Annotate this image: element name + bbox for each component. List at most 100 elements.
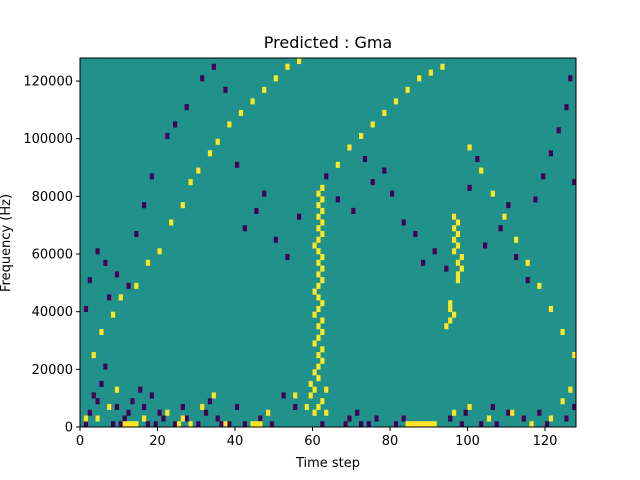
heatmap-cell-high [196,167,201,174]
heatmap-cell-low [324,173,329,180]
heatmap-cell-high [428,69,433,76]
heatmap-cell-high [455,219,461,226]
heatmap-cell-high [312,242,317,249]
heatmap-cell-high [285,63,290,70]
heatmap-cell-high [320,207,325,214]
x-tick-label: 20 [149,434,166,449]
heatmap-cell-low [149,173,154,180]
heatmap-cell-low [173,121,178,128]
heatmap-cell-low [262,190,267,197]
heatmap-cell-high [455,277,461,284]
heatmap-cell-low [297,213,302,220]
heatmap-cell-high [316,352,321,359]
chart-title: Predicted : Gma [264,33,392,52]
heatmap-cell-low [351,207,356,214]
heatmap-cell-high [316,271,321,278]
heatmap-cell-high [157,248,162,255]
heatmap-cell-high [490,190,495,197]
y-tick-label: 100000 [23,132,73,147]
heatmap-cell-high [405,421,410,428]
heatmap-cell-high [316,282,321,289]
heatmap-cell-high [510,409,515,416]
heatmap-cell-low [91,392,96,399]
heatmap-cell-low [126,282,131,289]
heatmap-cell-low [118,421,123,428]
heatmap-cell-high [118,294,123,301]
heatmap-cell-high [452,225,457,232]
heatmap-cell-high [452,248,457,255]
heatmap-cell-low [83,421,89,428]
heatmap-cell-high [95,415,100,422]
heatmap-cell-high [316,323,321,330]
heatmap-cell-low [207,398,213,405]
heatmap-cell-low [366,421,371,428]
y-tick-label: 60000 [32,248,73,263]
heatmap-cell-high [99,328,104,336]
heatmap-cell-low [444,265,449,272]
heatmap-cell-high [548,415,554,422]
heatmap-cell-high [180,202,185,209]
heatmap-cell-high [320,357,325,364]
heatmap-cell-low [564,415,569,422]
heatmap-cell-low [142,403,147,411]
heatmap-cell-low [95,248,100,255]
heatmap-cell-high [316,248,321,255]
heatmap-cell-high [308,380,313,387]
x-axis-label: Time step [295,456,360,471]
heatmap-cell-low [138,386,143,393]
y-tick-label: 80000 [32,190,73,205]
heatmap-cell-high [266,409,271,416]
heatmap-cell-high [335,161,340,168]
heatmap-cell-high [227,121,232,128]
x-tick-label: 80 [382,434,399,449]
heatmap-cell-low [134,230,139,238]
heatmap-cell-high [83,415,89,422]
heatmap-cell-low [490,403,495,411]
heatmap-cell-high [324,409,329,416]
heatmap-cell-low [564,104,569,111]
heatmap-cell-low [149,392,154,399]
heatmap-cell-high [359,132,364,140]
heatmap-cell-low [273,236,278,243]
heatmap-cell-high [316,334,321,341]
heatmap-cell-high [126,421,131,428]
heatmap-cell-high [200,403,205,411]
heatmap-cell-low [242,421,247,428]
heatmap-cell-low [285,254,290,261]
y-axis-label: Frequency (Hz) [0,194,14,292]
heatmap-cell-high [417,75,422,82]
heatmap-cell-high [188,421,193,428]
heatmap-cell-high [134,421,139,428]
heatmap-cell-low [498,225,503,232]
heatmap-cell-low [335,196,340,203]
heatmap-cell-high [215,138,220,145]
heatmap-cell-high [502,213,507,220]
heatmap-cell-low [525,277,530,284]
heatmap-cell-high [486,415,492,422]
heatmap-cell-high [250,98,255,105]
y-tick-label: 120000 [23,75,73,90]
heatmap-cell-low [541,173,546,180]
heatmap-cell-low [157,409,162,416]
heatmap-cell-high [560,328,565,336]
heatmap-cell-high [316,236,321,243]
heatmap-cell-low [153,421,158,428]
heatmap-cell-low [355,409,360,416]
heatmap-cell-high [467,403,472,411]
heatmap-cell-high [258,421,263,428]
heatmap-cell-high [320,254,325,261]
x-tick-label: 120 [533,434,558,449]
heatmap-cell-low [254,207,259,214]
heatmap-cell-high [320,230,325,238]
heatmap-cell-low [401,219,406,226]
heatmap-cell-high [254,421,259,428]
heatmap-cell-high [459,254,464,261]
heatmap-cell-low [184,415,189,422]
heatmap-cell-high [273,75,278,82]
heatmap-cell-high [320,300,325,307]
heatmap-cell-low [161,415,166,422]
heatmap-cell-low [359,421,364,428]
heatmap-cell-low [382,167,387,174]
heatmap-cell-high [316,363,321,370]
heatmap-cell-low [99,380,104,387]
